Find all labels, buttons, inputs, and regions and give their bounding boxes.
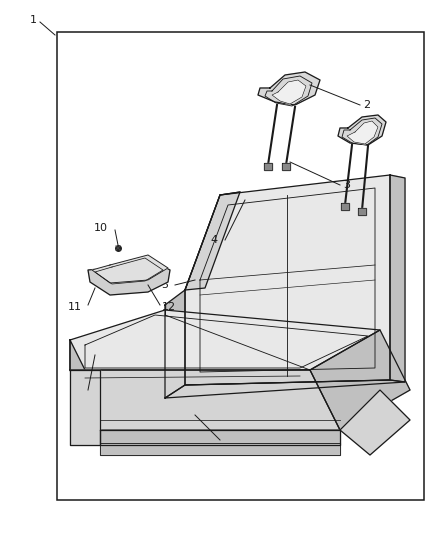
Polygon shape xyxy=(185,175,390,385)
Polygon shape xyxy=(100,430,340,445)
Text: 2: 2 xyxy=(363,100,370,110)
Polygon shape xyxy=(310,330,410,430)
Text: 3: 3 xyxy=(343,180,350,190)
Polygon shape xyxy=(70,310,380,370)
Text: 5: 5 xyxy=(161,280,168,290)
Polygon shape xyxy=(165,380,405,398)
Polygon shape xyxy=(272,80,306,104)
Polygon shape xyxy=(70,370,100,445)
Polygon shape xyxy=(88,258,170,295)
Polygon shape xyxy=(92,255,168,283)
Text: 8: 8 xyxy=(222,437,229,447)
Polygon shape xyxy=(264,163,272,170)
Polygon shape xyxy=(358,208,366,215)
Polygon shape xyxy=(70,340,100,430)
Polygon shape xyxy=(347,121,378,144)
Text: 10: 10 xyxy=(94,223,108,233)
Text: 9: 9 xyxy=(75,387,82,397)
Polygon shape xyxy=(390,175,405,382)
Text: 12: 12 xyxy=(162,302,176,312)
Polygon shape xyxy=(340,390,410,455)
Polygon shape xyxy=(341,203,349,210)
Polygon shape xyxy=(258,72,320,105)
Polygon shape xyxy=(70,370,340,430)
Text: 4: 4 xyxy=(211,235,218,245)
Text: 1: 1 xyxy=(29,15,36,25)
Polygon shape xyxy=(165,290,185,398)
Text: 11: 11 xyxy=(68,302,82,312)
Bar xyxy=(57,32,424,500)
Polygon shape xyxy=(185,192,240,290)
Polygon shape xyxy=(338,115,386,145)
Polygon shape xyxy=(100,443,340,455)
Polygon shape xyxy=(282,163,290,170)
